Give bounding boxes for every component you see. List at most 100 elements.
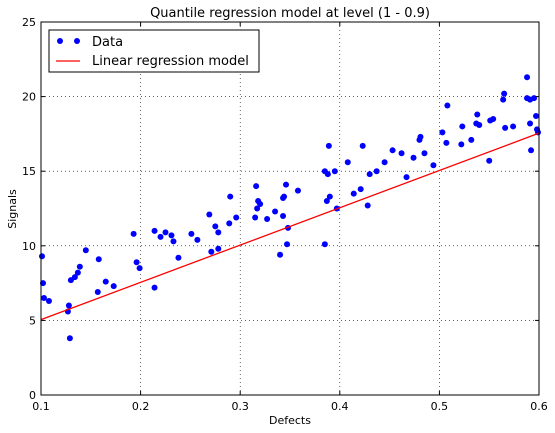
data-point <box>324 171 331 178</box>
data-point <box>510 123 517 130</box>
data-point <box>264 215 271 222</box>
data-point <box>74 269 81 276</box>
data-point <box>151 284 158 291</box>
data-point <box>226 220 233 227</box>
data-point <box>215 229 222 236</box>
data-point <box>94 289 101 296</box>
data-point <box>459 123 466 130</box>
data-point <box>40 295 47 302</box>
data-point <box>66 335 73 342</box>
x-tick-label: 0.2 <box>132 400 150 413</box>
x-tick-label: 0.6 <box>530 400 548 413</box>
data-point <box>194 236 201 243</box>
data-point <box>227 193 234 200</box>
y-tick-label: 25 <box>22 16 36 29</box>
data-point <box>157 233 164 240</box>
data-point <box>439 129 446 136</box>
data-point <box>373 168 380 175</box>
regression-line <box>40 132 540 321</box>
data-point <box>366 171 373 178</box>
y-tick-label: 0 <box>29 389 36 402</box>
data-point <box>206 211 213 218</box>
data-point <box>323 198 330 205</box>
data-point <box>254 205 261 212</box>
data-point <box>381 159 388 166</box>
data-point <box>528 147 535 154</box>
data-point <box>430 162 437 169</box>
plot-series <box>38 74 542 342</box>
legend-box <box>48 29 260 73</box>
data-point <box>321 241 328 248</box>
data-point <box>133 259 140 266</box>
data-point <box>344 159 351 166</box>
x-tick-label: 0.3 <box>231 400 249 413</box>
legend-line-label: Linear regression model <box>92 54 249 69</box>
data-point <box>136 265 143 272</box>
data-point <box>502 124 509 131</box>
data-point <box>474 111 481 118</box>
legend: Data Linear regression model <box>48 29 260 73</box>
data-point <box>350 190 357 197</box>
data-point <box>531 95 538 102</box>
data-point <box>272 208 279 215</box>
grid-lines <box>41 22 539 395</box>
data-point <box>501 90 508 97</box>
data-point <box>524 74 531 81</box>
data-point <box>208 248 215 255</box>
data-point <box>233 214 240 221</box>
data-point <box>277 251 284 258</box>
plot-frame <box>40 21 540 396</box>
data-point <box>253 183 260 190</box>
x-tick-label: 0.1 <box>32 400 50 413</box>
data-point <box>444 102 451 109</box>
y-tick-label: 5 <box>29 314 36 327</box>
data-point <box>294 187 301 194</box>
legend-data-marker-right <box>74 38 80 44</box>
data-point <box>130 230 137 237</box>
data-point <box>188 230 195 237</box>
data-point <box>359 142 366 149</box>
data-point <box>476 121 483 128</box>
data-point <box>65 302 72 309</box>
data-point <box>490 115 497 122</box>
data-point <box>284 241 291 248</box>
data-point <box>76 263 83 270</box>
data-point <box>45 298 52 305</box>
data-point <box>82 247 89 254</box>
data-point <box>533 112 540 119</box>
data-point <box>443 139 450 146</box>
data-point <box>212 223 219 230</box>
y-axis-label: Signals <box>6 189 19 229</box>
x-tick-label: 0.4 <box>331 400 349 413</box>
data-point <box>468 136 475 143</box>
y-tick-label: 10 <box>22 240 36 253</box>
plot-area <box>41 22 539 395</box>
data-point <box>280 212 287 219</box>
axis-ticks: 0.1 0.2 0.3 0.4 0.5 0.6 0 5 10 15 20 25 <box>22 16 548 413</box>
data-point <box>527 120 534 127</box>
data-point <box>151 227 158 234</box>
data-point <box>410 154 417 161</box>
data-point <box>215 245 222 252</box>
data-point <box>281 193 288 200</box>
legend-data-marker-left <box>57 38 63 44</box>
data-point <box>398 150 405 157</box>
data-point <box>458 141 465 148</box>
data-point <box>357 186 364 193</box>
data-point <box>38 253 45 260</box>
data-point <box>102 278 109 285</box>
y-tick-label: 15 <box>22 165 36 178</box>
data-point <box>257 201 264 208</box>
data-point <box>170 238 177 245</box>
data-point <box>417 133 424 140</box>
data-point <box>364 202 371 209</box>
data-point <box>110 283 117 290</box>
y-tick-label: 20 <box>22 91 36 104</box>
data-point <box>486 157 493 164</box>
data-point <box>331 168 338 175</box>
data-point <box>403 174 410 181</box>
data-point <box>168 232 175 239</box>
data-point <box>175 254 182 261</box>
data-point <box>252 214 259 221</box>
